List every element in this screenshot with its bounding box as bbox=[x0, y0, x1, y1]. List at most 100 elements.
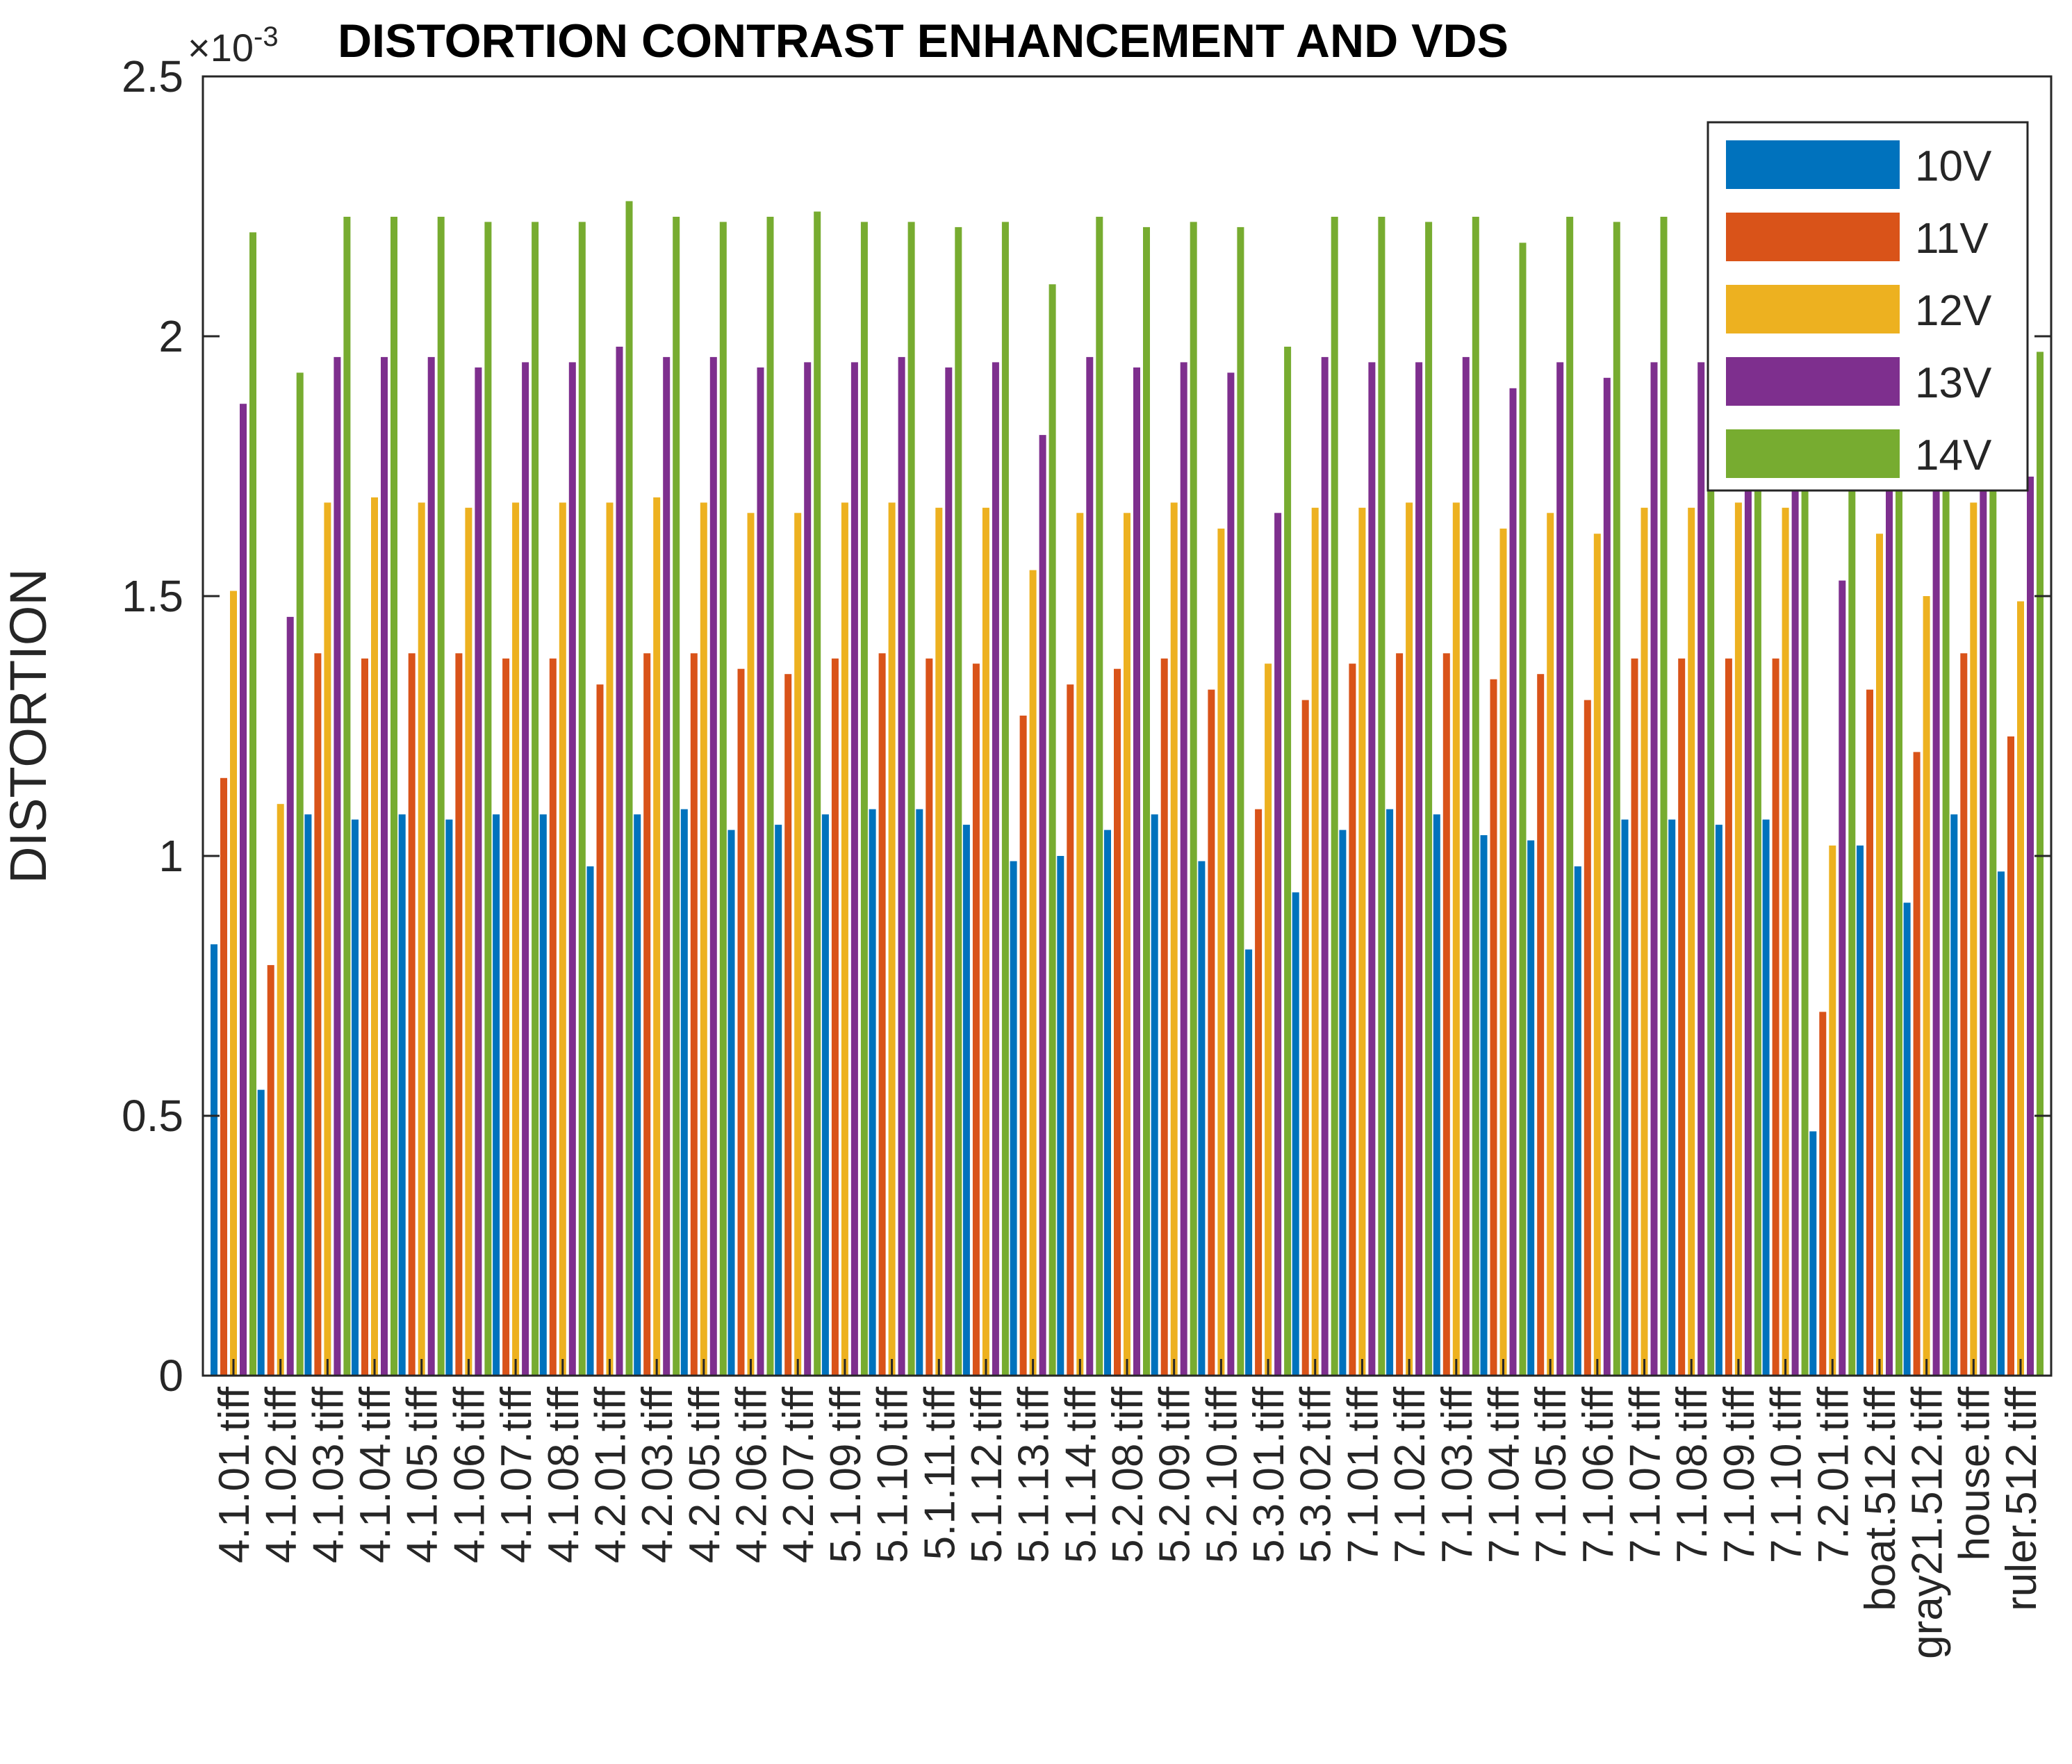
bar-14V-4.2.05.tiff bbox=[719, 222, 727, 1376]
bar-14V-4.1.02.tiff bbox=[296, 372, 304, 1376]
x-tick-label: 4.1.04.tiff bbox=[352, 1386, 400, 1563]
bar-10V-4.1.08.tiff bbox=[539, 814, 547, 1376]
bar-10V-5.1.11.tiff bbox=[916, 809, 923, 1376]
y-tick-label: 0.5 bbox=[122, 1091, 183, 1141]
bar-10V-7.1.09.tiff bbox=[1715, 825, 1722, 1376]
bar-12V-boat.512.tiff bbox=[1876, 534, 1883, 1376]
y-tick-label: 1.5 bbox=[122, 571, 183, 621]
bar-10V-house.tiff bbox=[1950, 814, 1958, 1376]
bar-14V-7.1.05.tiff bbox=[1566, 217, 1574, 1376]
bar-10V-7.2.01.tiff bbox=[1809, 1131, 1817, 1376]
bar-13V-7.1.07.tiff bbox=[1650, 362, 1658, 1376]
bar-13V-4.2.07.tiff bbox=[804, 362, 812, 1376]
legend-label-14V: 14V bbox=[1915, 431, 1992, 479]
bar-12V-4.1.07.tiff bbox=[512, 502, 520, 1376]
x-tick-label: 5.2.08.tiff bbox=[1104, 1386, 1152, 1563]
bar-10V-7.1.01.tiff bbox=[1339, 830, 1347, 1376]
x-tick-label: 4.1.07.tiff bbox=[493, 1386, 541, 1563]
bar-11V-gray21.512.tiff bbox=[1913, 752, 1921, 1376]
bar-12V-7.1.04.tiff bbox=[1499, 528, 1507, 1376]
bar-13V-5.3.01.tiff bbox=[1274, 513, 1282, 1376]
x-tick-label: 5.1.10.tiff bbox=[869, 1386, 917, 1563]
bar-14V-5.2.08.tiff bbox=[1143, 226, 1150, 1376]
bar-14V-5.1.10.tiff bbox=[907, 222, 915, 1376]
x-tick-label: gray21.512.tiff bbox=[1904, 1386, 1952, 1659]
bar-12V-5.3.01.tiff bbox=[1265, 663, 1272, 1376]
x-tick-label: 5.3.02.tiff bbox=[1292, 1386, 1340, 1563]
x-tick-label: 4.1.03.tiff bbox=[304, 1386, 352, 1563]
chart-title: DISTORTION CONTRAST ENHANCEMENT AND VDS bbox=[338, 15, 1508, 67]
bar-12V-4.1.03.tiff bbox=[324, 502, 331, 1376]
y-axis-label: DISTORTION bbox=[0, 568, 57, 884]
legend-swatch-11V bbox=[1726, 213, 1900, 261]
bar-11V-7.1.06.tiff bbox=[1584, 700, 1591, 1376]
bar-12V-4.2.05.tiff bbox=[700, 502, 707, 1376]
legend-label-12V: 12V bbox=[1915, 287, 1992, 335]
bar-10V-7.1.08.tiff bbox=[1668, 819, 1676, 1376]
bar-10V-5.3.01.tiff bbox=[1245, 949, 1253, 1376]
bar-10V-7.1.02.tiff bbox=[1386, 809, 1394, 1376]
bar-11V-5.1.11.tiff bbox=[926, 658, 933, 1376]
bar-13V-gray21.512.tiff bbox=[1932, 440, 1940, 1376]
bar-10V-5.1.13.tiff bbox=[1010, 861, 1017, 1376]
x-tick-label: 4.2.05.tiff bbox=[681, 1386, 729, 1563]
bar-13V-4.2.03.tiff bbox=[663, 356, 671, 1376]
bar-12V-4.2.03.tiff bbox=[653, 497, 661, 1376]
bars-group bbox=[211, 201, 2044, 1376]
bar-10V-5.2.09.tiff bbox=[1151, 814, 1158, 1376]
bar-10V-7.1.04.tiff bbox=[1480, 835, 1488, 1376]
bar-13V-7.1.02.tiff bbox=[1415, 362, 1423, 1376]
x-tick-label: 4.1.05.tiff bbox=[399, 1386, 447, 1563]
x-tick-label: 4.2.06.tiff bbox=[728, 1386, 776, 1563]
x-tick-label: 4.1.01.tiff bbox=[211, 1386, 258, 1563]
bar-14V-7.1.02.tiff bbox=[1425, 222, 1433, 1376]
bar-14V-4.1.07.tiff bbox=[532, 222, 539, 1376]
bar-11V-ruler.512.tiff bbox=[2007, 736, 2014, 1376]
bar-13V-house.tiff bbox=[1980, 362, 1987, 1376]
bar-13V-7.1.01.tiff bbox=[1368, 362, 1376, 1376]
x-tick-label: 5.2.10.tiff bbox=[1198, 1386, 1246, 1563]
bar-12V-4.1.06.tiff bbox=[465, 507, 472, 1376]
bar-10V-4.2.05.tiff bbox=[680, 809, 688, 1376]
bar-14V-4.2.03.tiff bbox=[673, 217, 680, 1376]
x-tick-label: 5.3.01.tiff bbox=[1245, 1386, 1293, 1563]
bar-12V-4.1.04.tiff bbox=[371, 497, 378, 1376]
bar-13V-ruler.512.tiff bbox=[2027, 477, 2034, 1376]
bar-11V-5.1.14.tiff bbox=[1067, 684, 1074, 1376]
bar-14V-5.1.12.tiff bbox=[1001, 222, 1009, 1376]
bar-11V-5.1.12.tiff bbox=[972, 663, 980, 1376]
bar-13V-7.1.08.tiff bbox=[1697, 362, 1705, 1376]
bar-14V-house.tiff bbox=[1989, 217, 1997, 1376]
bar-11V-house.tiff bbox=[1960, 653, 1968, 1376]
bar-13V-7.1.09.tiff bbox=[1744, 362, 1752, 1376]
x-tick-label: 5.1.09.tiff bbox=[822, 1386, 870, 1563]
bar-14V-4.2.06.tiff bbox=[766, 217, 774, 1376]
bar-11V-4.1.02.tiff bbox=[267, 965, 274, 1376]
bar-13V-5.1.13.tiff bbox=[1039, 435, 1046, 1376]
bar-14V-7.1.08.tiff bbox=[1707, 217, 1715, 1376]
bar-12V-5.2.08.tiff bbox=[1124, 513, 1130, 1376]
bar-11V-5.2.08.tiff bbox=[1114, 668, 1121, 1376]
bar-10V-5.2.10.tiff bbox=[1198, 861, 1206, 1376]
bar-12V-7.1.09.tiff bbox=[1734, 502, 1742, 1376]
bar-11V-7.1.01.tiff bbox=[1349, 663, 1356, 1376]
x-tick-label: 5.1.13.tiff bbox=[1010, 1386, 1058, 1563]
bar-13V-7.2.01.tiff bbox=[1839, 580, 1846, 1376]
bar-10V-ruler.512.tiff bbox=[1998, 871, 2005, 1376]
bar-11V-4.2.05.tiff bbox=[690, 653, 698, 1376]
bar-11V-4.1.04.tiff bbox=[361, 658, 368, 1376]
y-tick-label: 2.5 bbox=[122, 51, 183, 101]
x-tick-label: boat.512.tiff bbox=[1857, 1386, 1905, 1611]
legend-swatch-14V bbox=[1726, 429, 1900, 478]
bar-14V-7.1.10.tiff bbox=[1801, 217, 1809, 1376]
x-tick-label: ruler.512.tiff bbox=[1998, 1386, 2046, 1611]
y-axis: 0 0.5 1 1.5 2 2.5 bbox=[122, 51, 2051, 1401]
bar-14V-5.1.13.tiff bbox=[1049, 284, 1056, 1376]
bar-13V-5.3.02.tiff bbox=[1321, 356, 1329, 1376]
bar-11V-7.1.03.tiff bbox=[1442, 653, 1450, 1376]
bar-13V-4.2.05.tiff bbox=[709, 356, 717, 1376]
bar-11V-4.2.07.tiff bbox=[784, 674, 792, 1376]
bar-12V-7.1.07.tiff bbox=[1641, 507, 1648, 1376]
bar-12V-ruler.512.tiff bbox=[2017, 601, 2024, 1376]
bar-14V-boat.512.tiff bbox=[1896, 217, 1902, 1376]
